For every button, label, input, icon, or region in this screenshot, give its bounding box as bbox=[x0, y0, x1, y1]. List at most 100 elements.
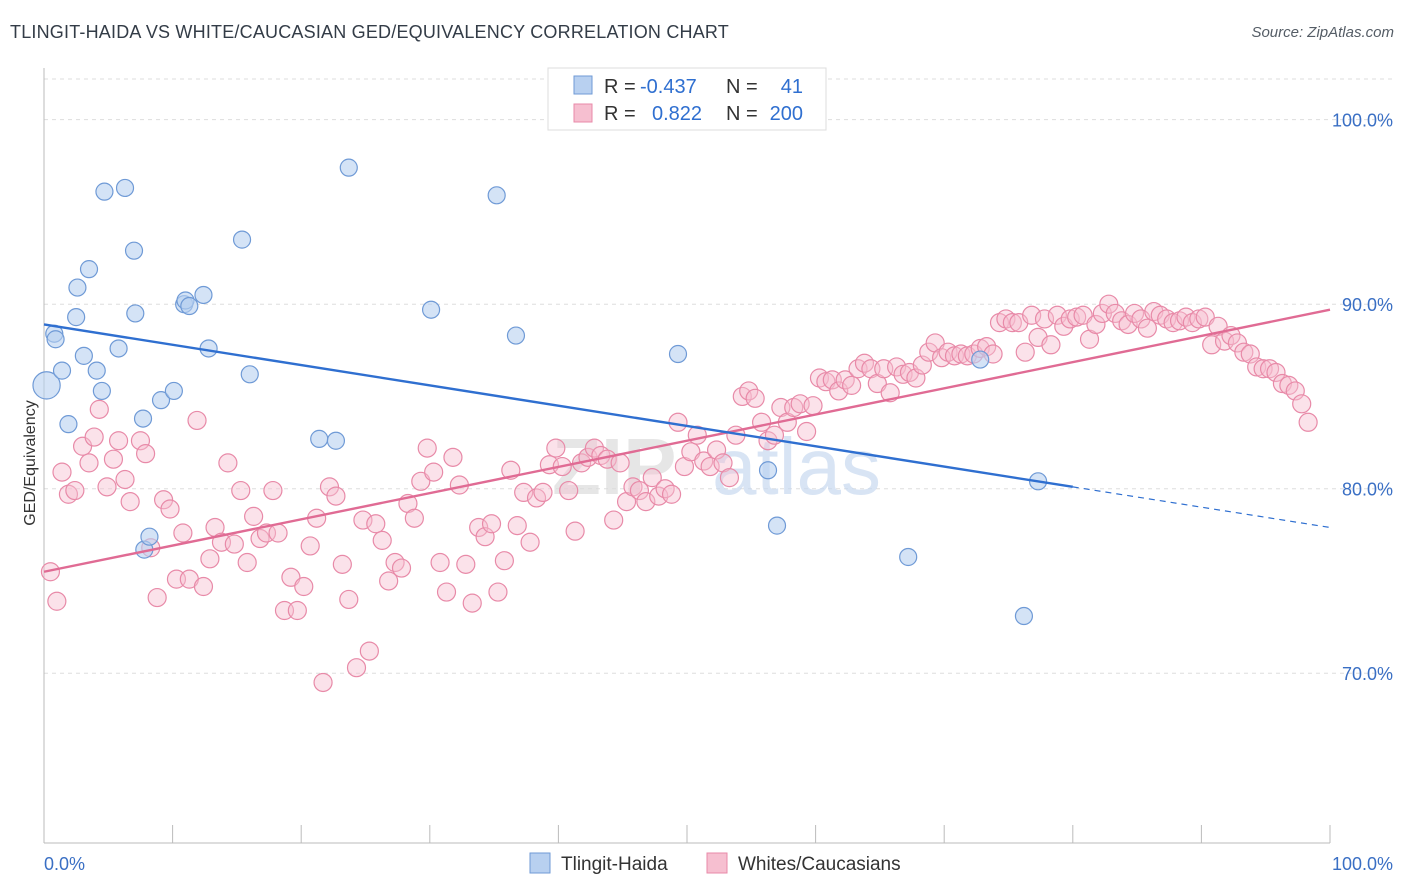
point-whites-caucasians bbox=[218, 453, 238, 473]
legend-n-value-blue: 41 bbox=[781, 76, 803, 98]
point-whites-caucasians bbox=[89, 399, 109, 419]
trend-line-tlingit-haida bbox=[43, 323, 1073, 489]
bottom-legend-label-blue: Tlingit-Haida bbox=[561, 854, 668, 875]
point-whites-caucasians bbox=[1202, 335, 1222, 355]
point-whites-caucasians bbox=[565, 521, 585, 541]
point-whites-caucasians bbox=[520, 532, 540, 552]
point-whites-caucasians bbox=[268, 523, 288, 543]
point-whites-caucasians bbox=[494, 551, 514, 571]
point-tlingit-haida bbox=[68, 278, 87, 297]
point-tlingit-haida bbox=[133, 409, 153, 428]
point-whites-caucasians bbox=[700, 456, 720, 477]
point-whites-caucasians bbox=[436, 582, 457, 602]
point-tlingit-haida bbox=[124, 241, 144, 260]
point-whites-caucasians bbox=[65, 480, 85, 501]
point-whites-caucasians bbox=[97, 477, 117, 497]
point-whites-caucasians bbox=[52, 462, 72, 482]
point-whites-caucasians bbox=[193, 576, 214, 597]
legend-swatch-blue bbox=[573, 75, 593, 95]
trend-line-tlingit-haida-extension bbox=[1072, 486, 1331, 529]
point-tlingit-haida bbox=[668, 344, 688, 364]
point-whites-caucasians bbox=[629, 480, 650, 501]
point-tlingit-haida bbox=[140, 527, 159, 546]
point-whites-caucasians bbox=[1266, 362, 1286, 383]
point-tlingit-haida bbox=[180, 296, 199, 316]
y-tick-label: 90.0% bbox=[1342, 295, 1393, 315]
legend-r-label-blue: R = bbox=[604, 76, 636, 98]
legend-n-value-pink: 200 bbox=[770, 103, 803, 125]
point-tlingit-haida bbox=[52, 361, 72, 380]
point-tlingit-haida bbox=[194, 285, 213, 305]
point-whites-caucasians bbox=[353, 510, 373, 530]
point-tlingit-haida bbox=[487, 186, 506, 205]
point-whites-caucasians bbox=[661, 484, 682, 504]
point-whites-caucasians bbox=[1015, 342, 1035, 362]
chart-source: Source: ZipAtlas.com bbox=[1251, 24, 1394, 41]
point-whites-caucasians bbox=[1041, 335, 1061, 355]
point-whites-caucasians bbox=[739, 381, 759, 401]
correlation-legend: R = -0.437 N = 41 R = 0.822 N = 200 bbox=[547, 67, 827, 131]
point-tlingit-haida bbox=[899, 547, 918, 567]
y-tick-label: 70.0% bbox=[1342, 664, 1393, 684]
point-whites-caucasians bbox=[411, 471, 431, 491]
point-whites-caucasians bbox=[263, 480, 283, 501]
point-whites-caucasians bbox=[443, 447, 463, 467]
point-tlingit-haida bbox=[74, 346, 93, 365]
point-whites-caucasians bbox=[1067, 307, 1087, 327]
point-whites-caucasians bbox=[488, 582, 508, 602]
point-tlingit-haida bbox=[767, 516, 787, 535]
point-whites-caucasians bbox=[294, 576, 314, 597]
point-whites-caucasians bbox=[1047, 305, 1067, 325]
point-tlingit-haida bbox=[758, 461, 778, 480]
legend-r-label-pink: R = bbox=[604, 103, 636, 125]
point-whites-caucasians bbox=[456, 554, 476, 574]
chart-title: TLINGIT-HAIDA VS WHITE/CAUCASIAN GED/EQU… bbox=[10, 22, 729, 42]
point-tlingit-haida bbox=[151, 391, 171, 410]
point-tlingit-haida bbox=[971, 350, 990, 369]
point-tlingit-haida bbox=[326, 431, 346, 450]
point-tlingit-haida bbox=[164, 381, 183, 401]
point-whites-caucasians bbox=[1060, 309, 1080, 329]
point-whites-caucasians bbox=[372, 530, 392, 550]
point-whites-caucasians bbox=[1137, 318, 1157, 338]
bottom-legend-swatch-pink bbox=[706, 852, 728, 874]
trend-line-whites-caucasians bbox=[43, 308, 1331, 573]
point-whites-caucasians bbox=[379, 571, 399, 591]
point-whites-caucasians bbox=[796, 421, 817, 442]
point-tlingit-haida bbox=[92, 381, 111, 401]
watermark-atlas: atlas bbox=[712, 422, 881, 511]
trend-lines bbox=[43, 308, 1331, 573]
legend-n-label-pink: N = bbox=[726, 103, 758, 125]
point-tlingit-haida bbox=[109, 339, 128, 358]
legend-r-value-blue: -0.437 bbox=[640, 76, 697, 98]
point-whites-caucasians bbox=[1086, 314, 1106, 335]
point-tlingit-haida bbox=[46, 330, 65, 349]
point-whites-caucasians bbox=[417, 438, 437, 458]
point-whites-caucasians bbox=[623, 477, 643, 497]
tick-labels: 100.0% 90.0% 80.0% 70.0% 0.0% 100.0% bbox=[44, 111, 1393, 874]
point-tlingit-haida bbox=[115, 178, 135, 198]
x-tick-label-min: 0.0% bbox=[44, 854, 85, 874]
y-tick-label: 100.0% bbox=[1332, 111, 1393, 131]
y-axis-label: GED/Equivalency bbox=[22, 400, 39, 525]
y-tick-label: 80.0% bbox=[1342, 480, 1393, 500]
bottom-legend-swatch-blue bbox=[529, 852, 551, 874]
point-whites-caucasians bbox=[281, 567, 301, 587]
point-whites-caucasians bbox=[1034, 309, 1055, 329]
point-whites-caucasians bbox=[1253, 359, 1273, 379]
point-whites-caucasians bbox=[996, 309, 1016, 329]
point-tlingit-haida bbox=[32, 371, 61, 400]
point-whites-caucasians bbox=[84, 427, 104, 447]
point-whites-caucasians bbox=[187, 410, 207, 431]
point-whites-caucasians bbox=[1234, 342, 1254, 362]
point-whites-caucasians bbox=[681, 442, 701, 462]
point-whites-caucasians bbox=[391, 558, 412, 578]
point-whites-caucasians bbox=[173, 523, 193, 543]
point-whites-caucasians bbox=[1022, 305, 1042, 325]
point-whites-caucasians bbox=[1054, 316, 1074, 336]
point-tlingit-haida bbox=[59, 415, 78, 434]
legend-n-label-blue: N = bbox=[726, 76, 758, 98]
point-whites-caucasians bbox=[668, 412, 688, 432]
point-whites-caucasians bbox=[108, 431, 129, 451]
point-whites-caucasians bbox=[332, 554, 352, 574]
